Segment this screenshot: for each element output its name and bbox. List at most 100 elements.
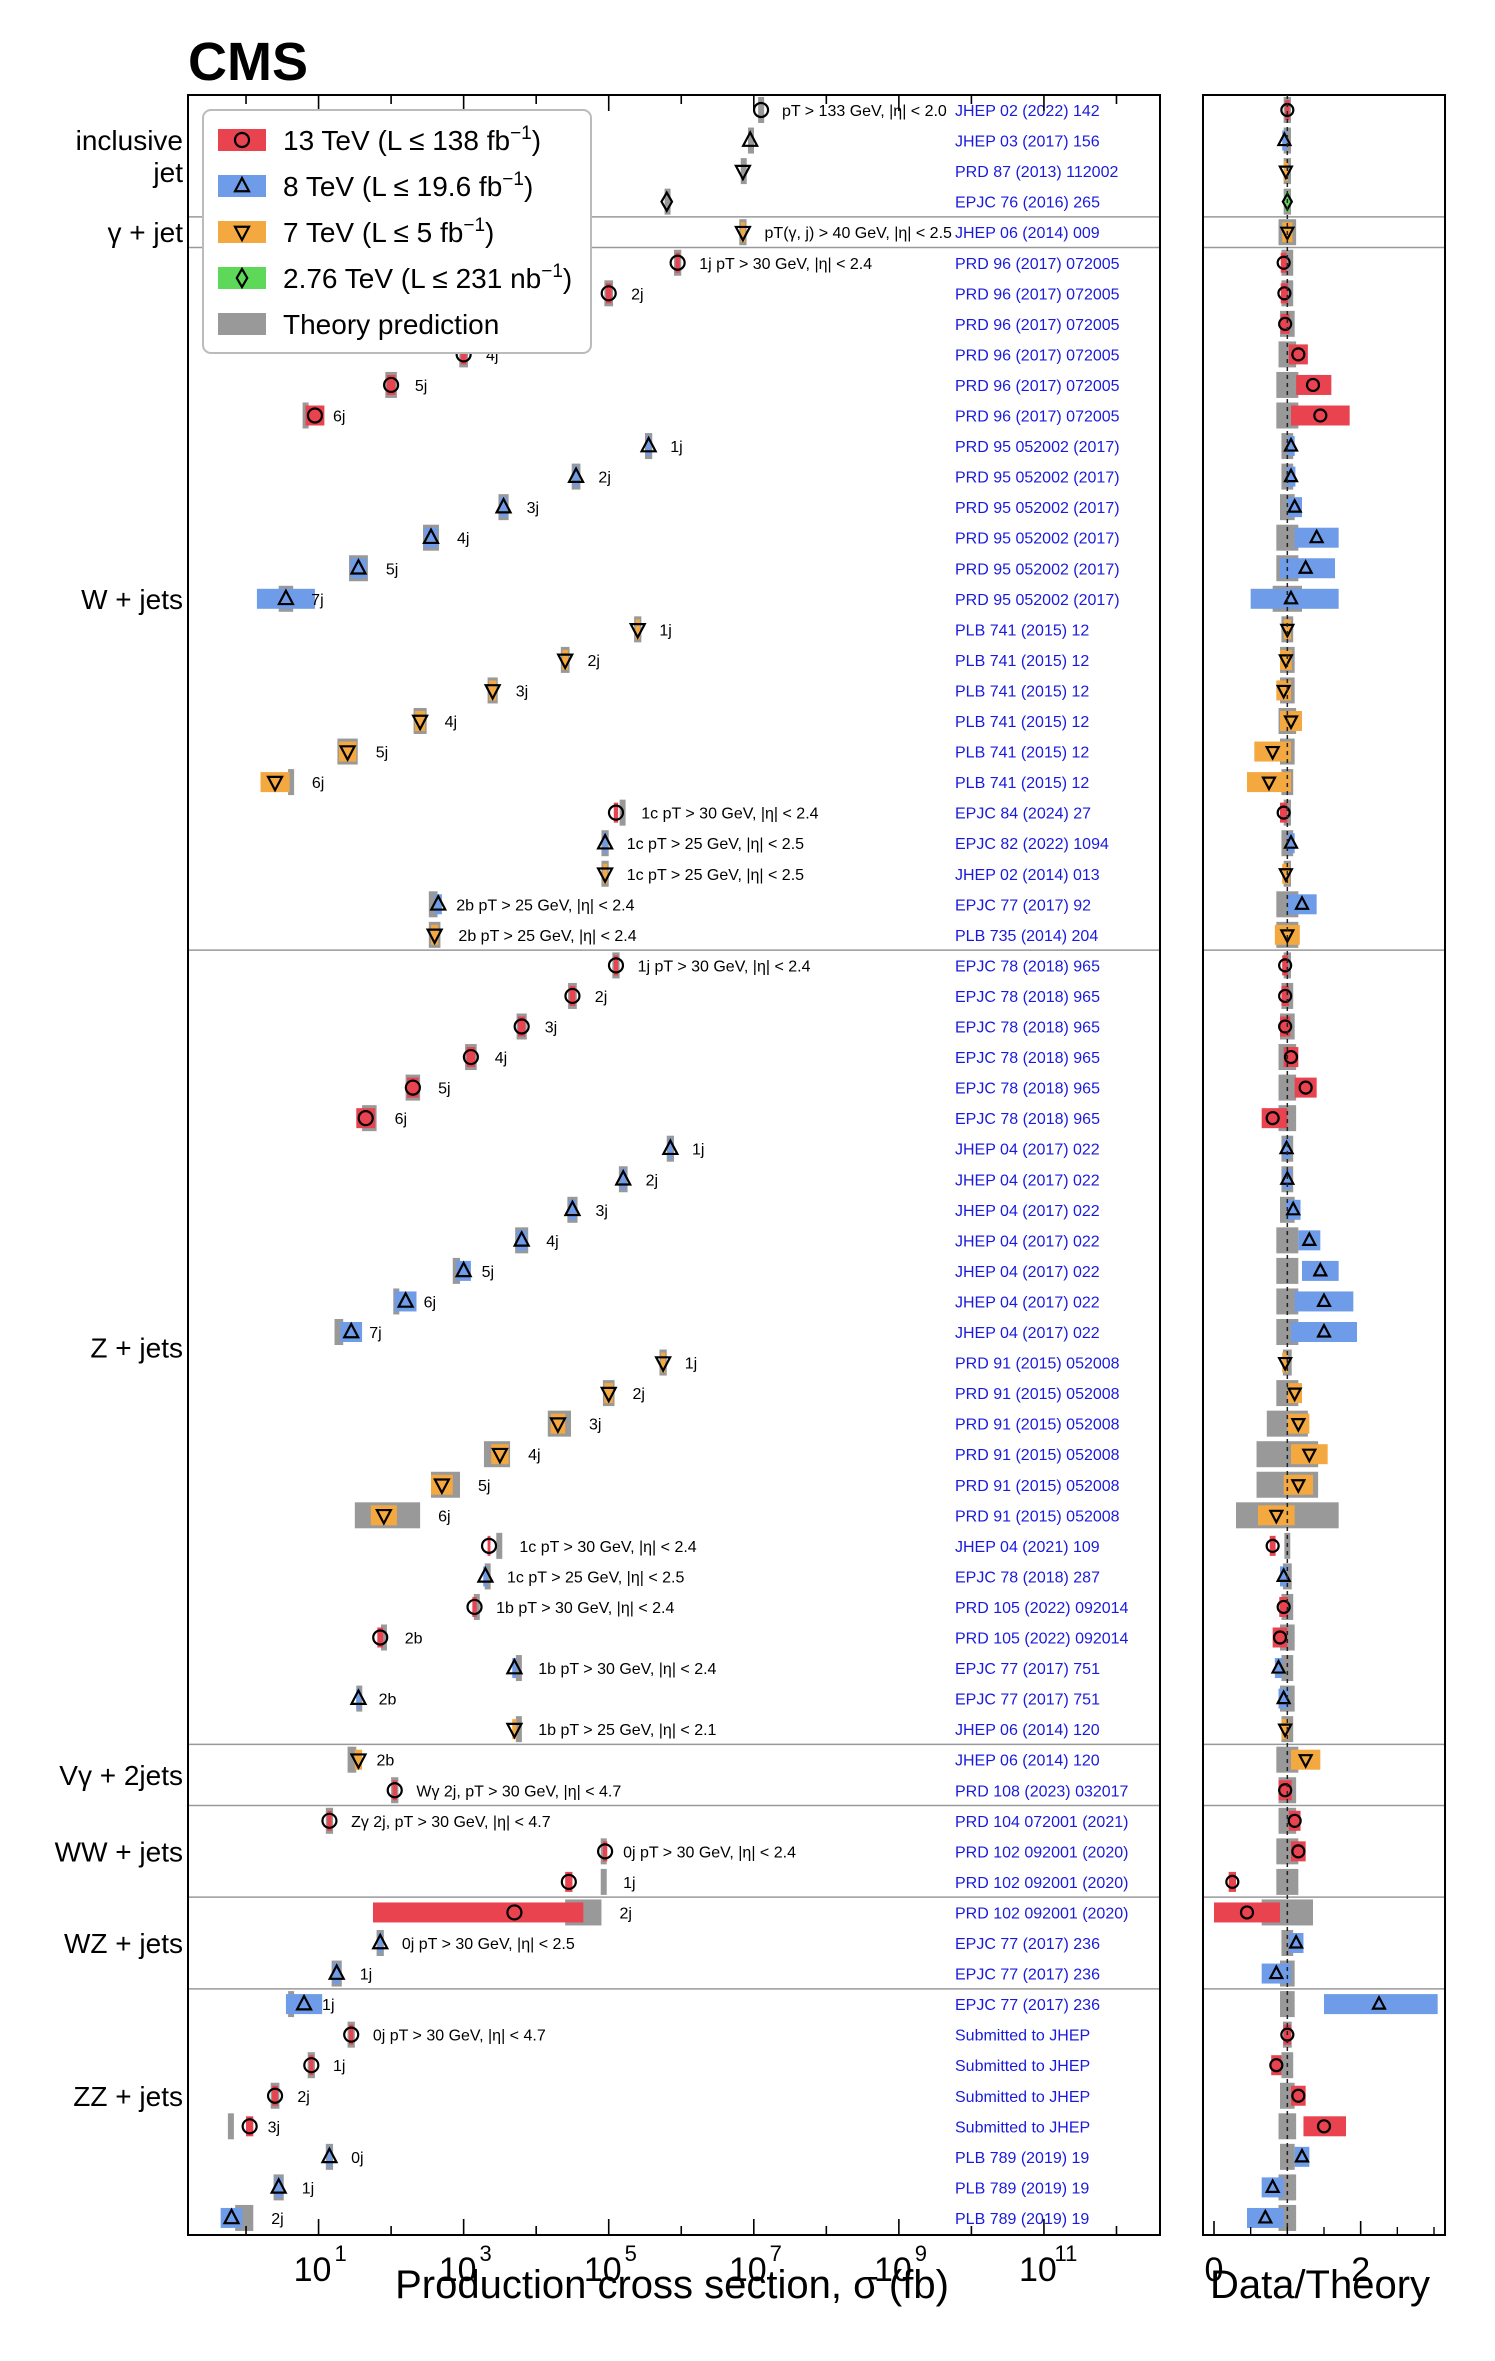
theory-band: [334, 1319, 344, 1345]
data-point-marker: [660, 190, 674, 213]
data-error-band: [272, 2085, 278, 2106]
ratio-point-marker: [1261, 776, 1277, 792]
ratio-error-band: [1324, 1994, 1438, 2015]
data-error-band: [309, 2055, 314, 2076]
reference-label: JHEP 06 (2014) 120: [955, 1753, 1100, 1770]
ratio-error-band: [1294, 1077, 1317, 1098]
reference-label: EPJC 77 (2017) 236: [955, 1936, 1100, 1953]
ratio-point-marker: [1276, 255, 1291, 270]
ratio-error-band: [1274, 1658, 1283, 1679]
ratio-point-marker: [1288, 1933, 1304, 1949]
data-error-band: [646, 436, 651, 457]
reference-labels: JHEP 02 (2022) 142 JHEP 03 (2017) 156 PRD …: [955, 103, 1129, 2228]
row-label: 7j: [369, 1325, 381, 1342]
data-point-marker: [320, 2146, 339, 2164]
data-point-marker: [596, 832, 614, 850]
row-label: 2j: [633, 1386, 645, 1403]
row-label: 1j: [685, 1356, 697, 1373]
theory-band: [747, 127, 754, 154]
ratio-point-marker: [1278, 868, 1294, 884]
row-label: 3j: [527, 500, 539, 517]
data-error-band: [602, 863, 608, 884]
data-point-marker: [607, 804, 625, 821]
data-error-band: [675, 252, 680, 273]
reference-label: PLB 741 (2015) 12: [955, 683, 1089, 700]
data-error-band: [349, 2024, 354, 2045]
data-point-marker: [241, 2118, 258, 2135]
data-point-marker: [422, 527, 440, 545]
theory-band: [758, 97, 765, 123]
row-label: 2j: [588, 653, 600, 670]
ratio-point-marker: [1290, 1479, 1307, 1495]
data-point-marker: [734, 225, 752, 243]
data-point-marker: [661, 1138, 680, 1156]
ratio-point-marker: [1291, 2088, 1306, 2103]
row-label: 2j: [646, 1172, 658, 1189]
reference-label: PRD 96 (2017) 072005: [955, 256, 1120, 273]
data-error-band: [333, 1963, 341, 1984]
reference-label: JHEP 04 (2017) 022: [955, 1203, 1100, 1220]
data-point-marker: [303, 2057, 320, 2074]
ratio-error-band: [1280, 558, 1335, 579]
ratio-point-marker: [1291, 347, 1306, 362]
data-point-marker: [277, 588, 295, 606]
data-point-marker: [269, 2176, 288, 2194]
row-label: 6j: [395, 1111, 407, 1128]
ratio-error-band: [1279, 1596, 1289, 1617]
ratio-point-marker: [1283, 1049, 1299, 1065]
data-point-marker: [454, 1260, 473, 1278]
ratio-error-band: [1287, 436, 1295, 457]
ratio-point-marker: [1297, 558, 1314, 574]
ratio-point-marker: [1277, 1723, 1293, 1739]
theory-band: [347, 1746, 357, 1773]
data-point-marker: [596, 1843, 614, 1860]
row-label: 2b pT > 25 GeV, |η| < 2.4: [458, 928, 636, 945]
data-point-marker: [425, 928, 444, 946]
data-error-band: [620, 1169, 627, 1190]
ratio-point-marker: [1277, 1356, 1293, 1372]
data-error-band: [512, 1658, 517, 1679]
data-error-band: [613, 802, 619, 823]
data-point-marker: [494, 496, 513, 514]
ratio-error-band: [1296, 374, 1332, 395]
reference-label: PRD 91 (2015) 052008: [955, 1478, 1120, 1495]
data-point-marker: [462, 1048, 479, 1066]
row-label: 1c pT > 25 GeV, |η| < 2.5: [627, 867, 804, 884]
process-label: WW + jets: [55, 1836, 183, 1867]
data-error-band: [472, 1596, 477, 1617]
row-label: 2b pT > 25 GeV, |η| < 2.4: [456, 897, 634, 914]
data-error-band: [356, 1688, 361, 1709]
ratio-point-marker: [1291, 1844, 1306, 1859]
data-point-marker: [654, 1356, 672, 1373]
ratio-axis-label: Data/Theory: [1210, 2263, 1430, 2307]
data-error-band: [246, 2116, 254, 2137]
ratio-error-band: [1280, 1016, 1291, 1037]
data-point-marker: [321, 1812, 338, 1829]
row-label: 5j: [376, 745, 388, 762]
x-tick-exponent: 9: [915, 2241, 927, 2266]
ratio-point-marker: [1264, 745, 1281, 761]
data-error-band: [460, 344, 467, 365]
data-error-band: [487, 1535, 491, 1556]
reference-label: PLB 741 (2015) 12: [955, 745, 1089, 762]
reference-label: PLB 789 (2019) 19: [955, 2211, 1089, 2228]
row-label: 2j: [297, 2089, 309, 2106]
legend-marker: [233, 175, 251, 193]
ratio-error-band: [1291, 1444, 1328, 1465]
row-label: 6j: [424, 1294, 436, 1311]
process-label: Z + jets: [90, 1332, 183, 1363]
row-label: 3j: [596, 1203, 608, 1220]
ratio-point-marker: [1316, 1292, 1332, 1308]
data-point-marker: [349, 1753, 368, 1771]
reference-label: PRD 95 052002 (2017): [955, 439, 1120, 456]
data-point-marker: [222, 2207, 241, 2225]
legend-swatch: [218, 267, 266, 289]
reference-label: Submitted to JHEP: [955, 2119, 1090, 2136]
ratio-point-marker: [1275, 684, 1292, 700]
reference-label: EPJC 78 (2018) 965: [955, 1050, 1100, 1067]
reference-label: EPJC 78 (2018) 287: [955, 1569, 1100, 1586]
data-point-marker: [338, 745, 357, 762]
data-error-band: [573, 466, 579, 487]
data-error-band: [499, 497, 508, 518]
ratio-point-marker: [1285, 1200, 1302, 1216]
